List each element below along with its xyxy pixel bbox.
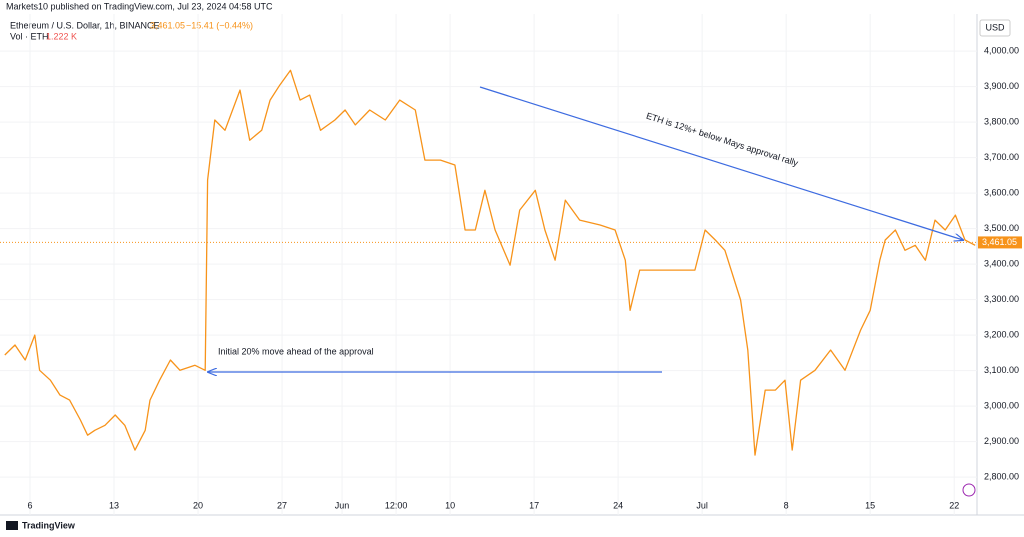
x-tick-label: Jul — [696, 500, 708, 510]
x-tick-label: 24 — [613, 500, 623, 510]
x-tick-label: 22 — [949, 500, 959, 510]
x-tick-label: Jun — [335, 500, 350, 510]
x-tick-label: 15 — [865, 500, 875, 510]
annotation-arrow — [479, 86, 963, 240]
brand-logo — [6, 521, 18, 530]
currency-box[interactable] — [979, 19, 1011, 37]
volume-value: 1.222 K — [46, 31, 77, 41]
symbol: Ethereum / U.S. Dollar, 1h, BINANCE — [10, 20, 160, 30]
y-tick-label: 3,600.00 — [984, 187, 1019, 197]
y-tick-label: 2,900.00 — [984, 436, 1019, 446]
price-line — [4, 69, 976, 456]
x-tick-label: 6 — [27, 500, 32, 510]
x-tick-label: 12:00 — [385, 500, 408, 510]
volume-label: Vol · ETH — [10, 31, 49, 41]
x-tick-label: 20 — [193, 500, 203, 510]
x-tick-label: 27 — [277, 500, 287, 510]
header-change: −15.41 (−0.44%) — [186, 20, 253, 30]
grid — [0, 14, 977, 515]
last-price-box — [978, 236, 1022, 249]
brand: TradingView — [22, 520, 76, 530]
publisher: Markets10 published on TradingView.com, … — [6, 1, 273, 11]
y-tick-label: 2,800.00 — [984, 471, 1019, 481]
annotation: Initial 20% move ahead of the approval — [218, 346, 374, 356]
y-tick-label: 3,100.00 — [984, 365, 1019, 375]
header-price: 3,461.05 — [150, 20, 185, 30]
y-tick-label: 3,800.00 — [984, 116, 1019, 126]
y-tick-label: 3,700.00 — [984, 152, 1019, 162]
y-tick-label: 3,000.00 — [984, 400, 1019, 410]
x-tick-label: 13 — [109, 500, 119, 510]
y-tick-label: 3,200.00 — [984, 329, 1019, 339]
x-tick-label: 10 — [445, 500, 455, 510]
y-tick-label: 3,400.00 — [984, 258, 1019, 268]
y-tick-label: 3,500.00 — [984, 223, 1019, 233]
last-price-label: 3,461.05 — [982, 237, 1017, 247]
x-tick-label: 8 — [784, 500, 789, 510]
x-tick-label: 17 — [529, 500, 539, 510]
y-tick-label: 3,300.00 — [984, 294, 1019, 304]
currency: USD — [985, 22, 1005, 32]
event-icon[interactable] — [962, 483, 976, 497]
y-tick-label: 3,900.00 — [984, 81, 1019, 91]
y-tick-label: 4,000.00 — [984, 45, 1019, 55]
